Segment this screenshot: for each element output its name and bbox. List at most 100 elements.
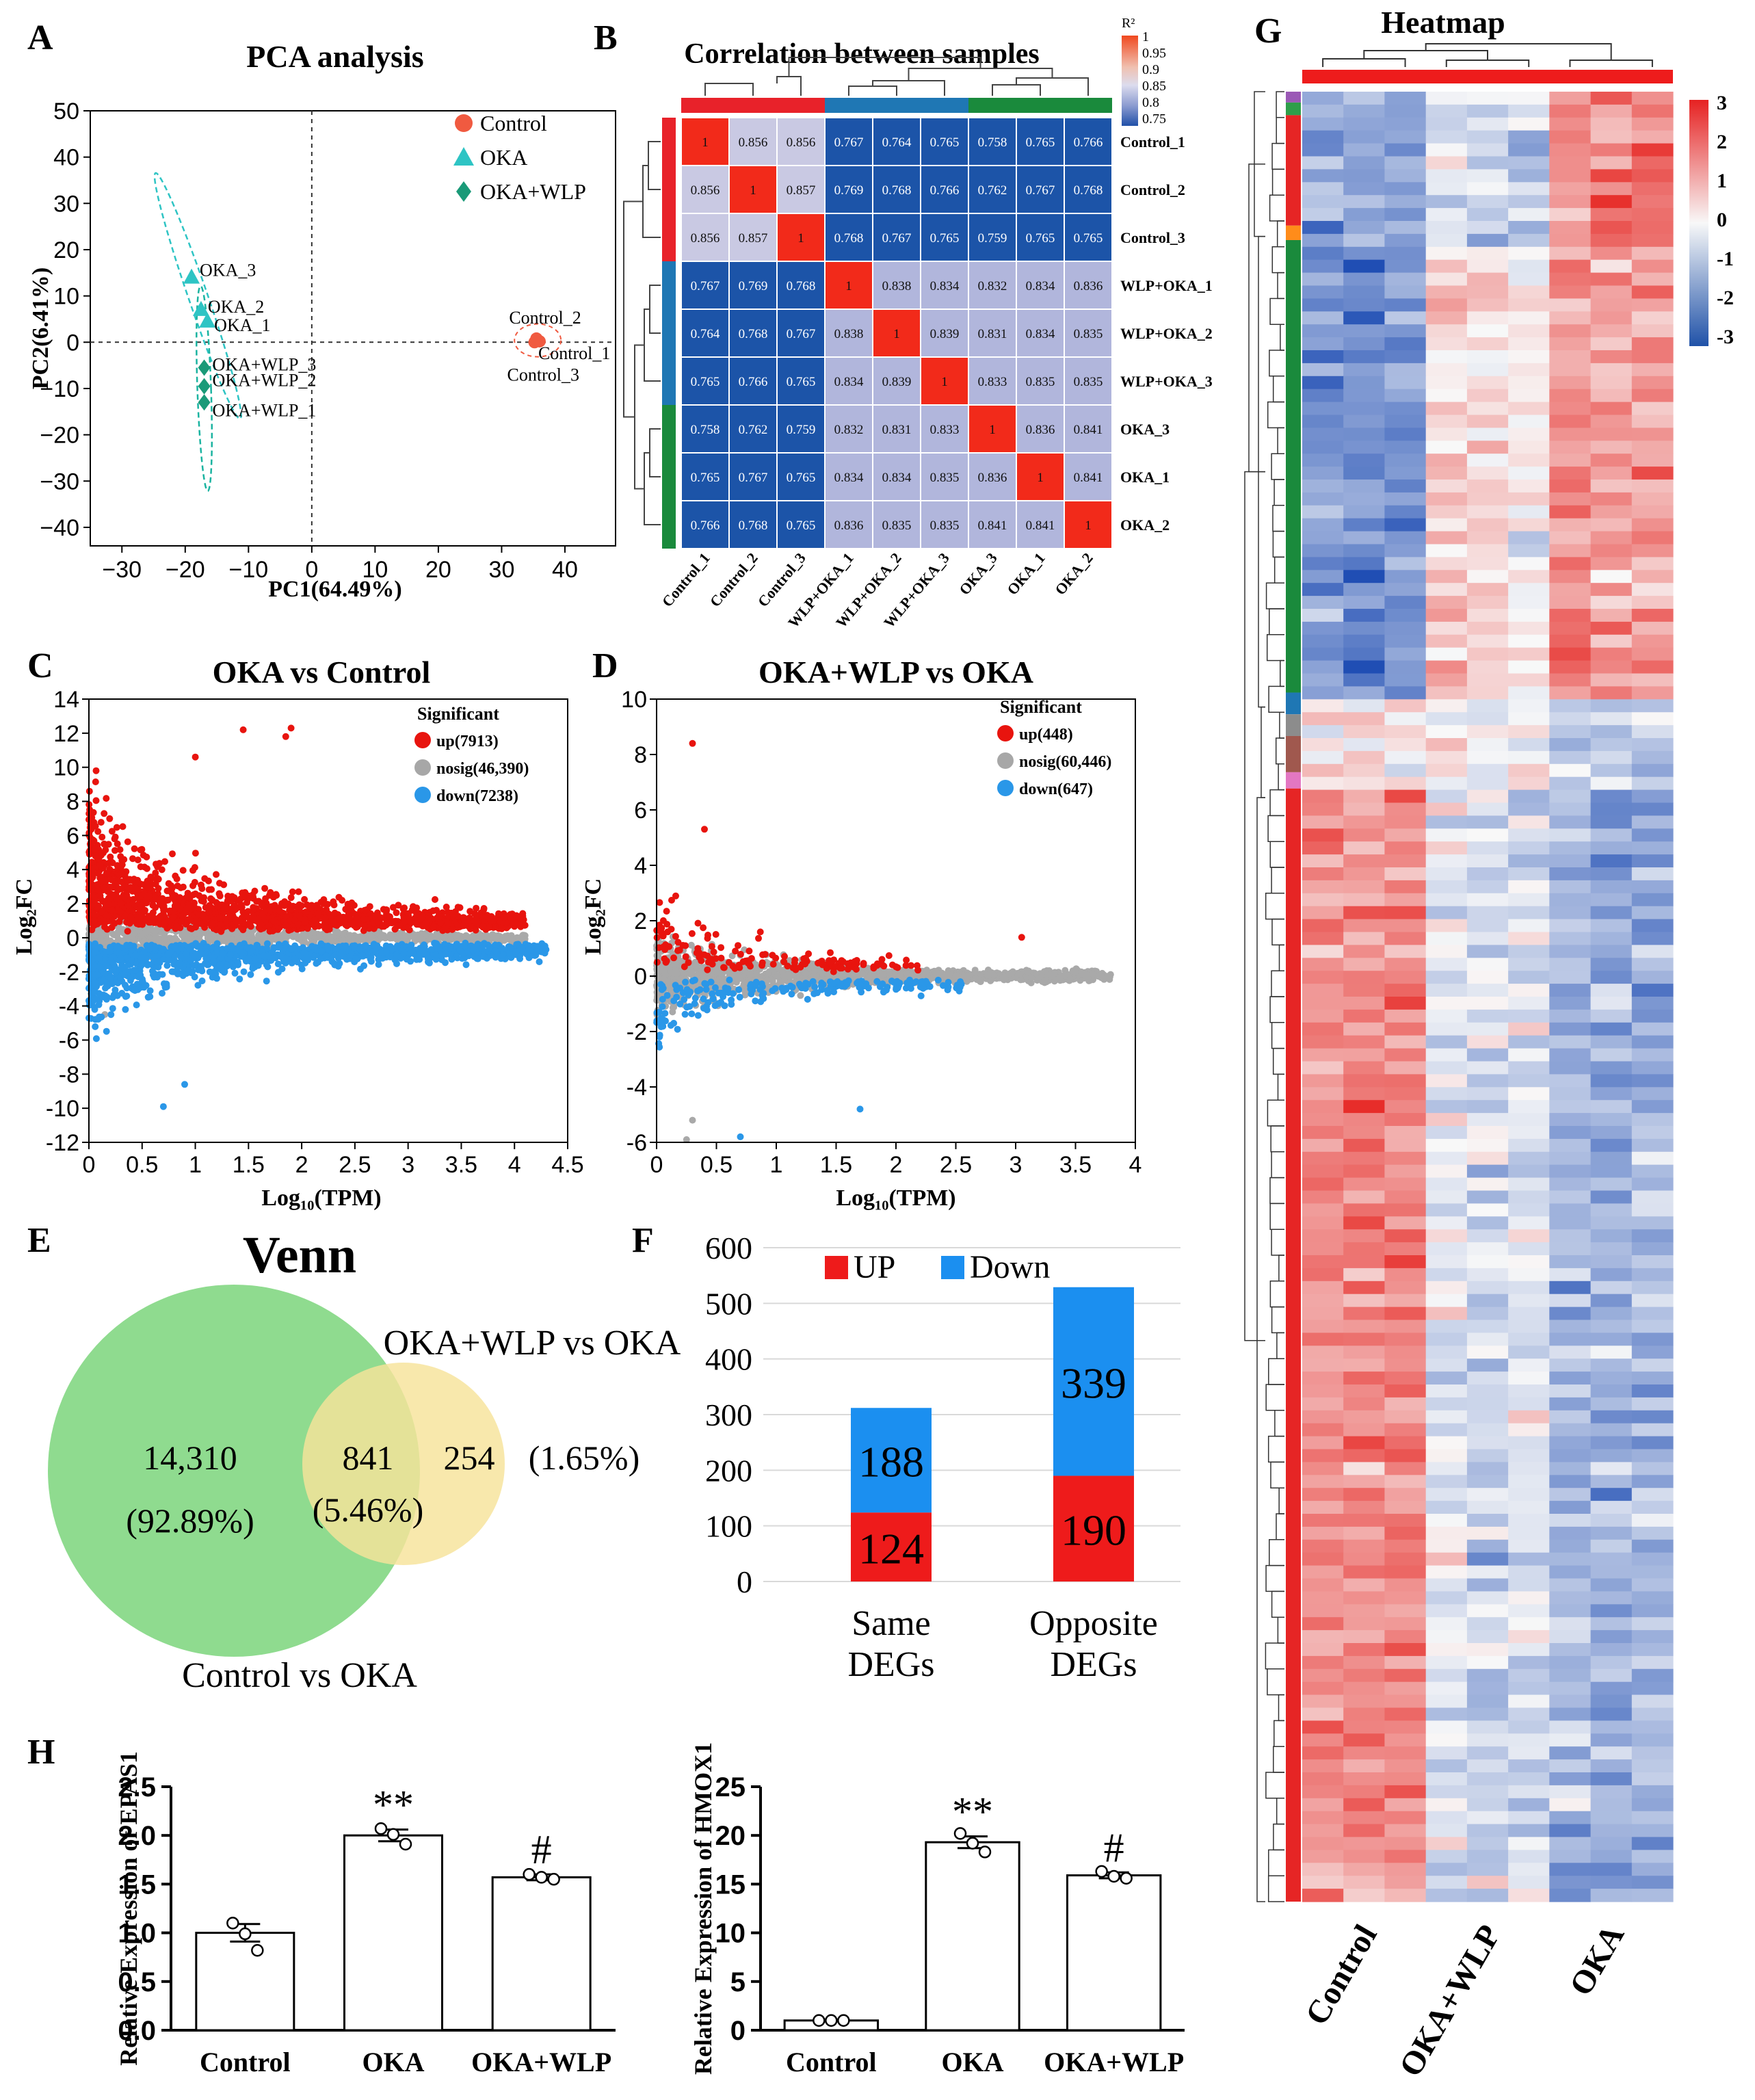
ma-point — [103, 869, 111, 877]
ma-point — [91, 979, 98, 986]
ma-point — [425, 959, 433, 967]
ma-point — [270, 917, 278, 925]
ma-point — [358, 951, 366, 959]
ma-point — [117, 900, 124, 907]
corr-cell-value: 1 — [1085, 519, 1092, 533]
ma-point — [291, 917, 299, 924]
corr-dendrogram-left — [634, 344, 644, 490]
corr-cell — [681, 356, 730, 406]
ma-point — [183, 905, 190, 913]
corr-colorbar — [1122, 36, 1138, 126]
ma-point — [105, 901, 113, 908]
corr-cell-value: 0.769 — [739, 279, 768, 293]
ma-point — [107, 1011, 115, 1019]
corr-colorbar-tick: 0.8 — [1142, 95, 1159, 110]
ma-point — [379, 921, 386, 929]
ma-point — [533, 943, 541, 950]
ma-point — [194, 982, 202, 989]
corr-cell-value: 1 — [893, 327, 900, 341]
ma-point — [161, 919, 168, 927]
ma-point — [131, 845, 138, 852]
pca-confidence-ellipse — [153, 172, 242, 420]
corr-colorbar-tick: 0.9 — [1142, 62, 1159, 77]
ma-point — [153, 895, 160, 903]
ma-point — [442, 959, 449, 967]
ma-point — [462, 961, 470, 969]
corr-cell-value: 0.765 — [930, 231, 960, 246]
ma-point — [250, 904, 257, 911]
ma-ytick-label: -8 — [59, 1062, 79, 1088]
ma-point — [111, 833, 119, 841]
ma-point — [192, 929, 200, 936]
ma-point — [140, 852, 147, 859]
ma-point — [259, 910, 266, 918]
ma-point — [92, 845, 99, 853]
corr-dendrogram-top — [908, 68, 1053, 81]
ma-point — [177, 884, 185, 891]
ma-point — [209, 919, 216, 927]
ma-point — [362, 942, 369, 949]
ma-legend-label: down(7238) — [436, 787, 518, 805]
ma-point — [120, 971, 128, 978]
ma-point — [149, 909, 157, 917]
ma-point — [92, 1023, 99, 1030]
corr-cell-value: 0.768 — [834, 231, 864, 246]
ma-point — [189, 867, 196, 874]
ma-point — [192, 952, 199, 959]
ma-point — [304, 925, 311, 932]
ma-point — [89, 870, 96, 878]
ma-point — [406, 918, 413, 926]
corr-col-label: OKA_2 — [1051, 549, 1096, 598]
pca-legend-marker — [456, 181, 471, 202]
corr-cell-value: 0.758 — [691, 423, 720, 437]
corr-cell-value: 0.838 — [882, 279, 912, 293]
corr-cell-value: 0.834 — [1026, 279, 1055, 293]
ma-point — [466, 926, 474, 932]
ma-point — [263, 977, 270, 985]
ma-point — [479, 923, 487, 930]
ma-point — [378, 915, 385, 921]
ma-point — [116, 949, 123, 956]
ma-point — [332, 951, 340, 958]
ma-point — [215, 890, 223, 897]
ma-point — [342, 942, 349, 949]
ma-xtick-label: 1 — [189, 1152, 202, 1178]
ma-ytick-label: 10 — [53, 755, 79, 781]
ma-point — [382, 934, 389, 942]
ma-point — [216, 961, 224, 969]
ma-point — [474, 919, 481, 926]
corr-cell — [872, 356, 921, 406]
ma-point — [169, 850, 176, 858]
ma-point — [453, 934, 461, 941]
ma-point — [417, 934, 425, 942]
ma-point — [224, 962, 231, 970]
ma-point — [167, 948, 174, 956]
ma-point — [400, 949, 408, 957]
corr-cell-value: 0.836 — [834, 519, 864, 533]
ma-point — [107, 974, 114, 982]
corr-cell — [920, 404, 969, 454]
ma-point — [109, 1005, 116, 1012]
corr-colorbar-tick: 1 — [1142, 29, 1149, 44]
ma-point — [265, 921, 273, 929]
ma-point — [165, 896, 172, 904]
corr-cell — [920, 117, 969, 166]
ma-point — [480, 953, 488, 960]
ma-point — [236, 975, 243, 983]
ma-point — [194, 934, 201, 942]
ma-point — [187, 924, 194, 932]
corr-cell-value: 0.768 — [739, 327, 768, 341]
ma-point — [419, 913, 426, 921]
corr-cell-value: 0.831 — [882, 423, 912, 437]
corr-cell — [968, 165, 1017, 214]
ma-point — [436, 912, 443, 919]
ma-point — [234, 960, 241, 967]
ma-point — [218, 967, 226, 974]
ma-point — [275, 943, 282, 951]
ma-legend-label: up(7913) — [436, 733, 499, 750]
ma-point — [462, 932, 470, 940]
ma-point — [430, 923, 437, 930]
ma-point — [98, 939, 106, 945]
ma-point — [383, 948, 391, 956]
ma-point — [109, 980, 116, 988]
